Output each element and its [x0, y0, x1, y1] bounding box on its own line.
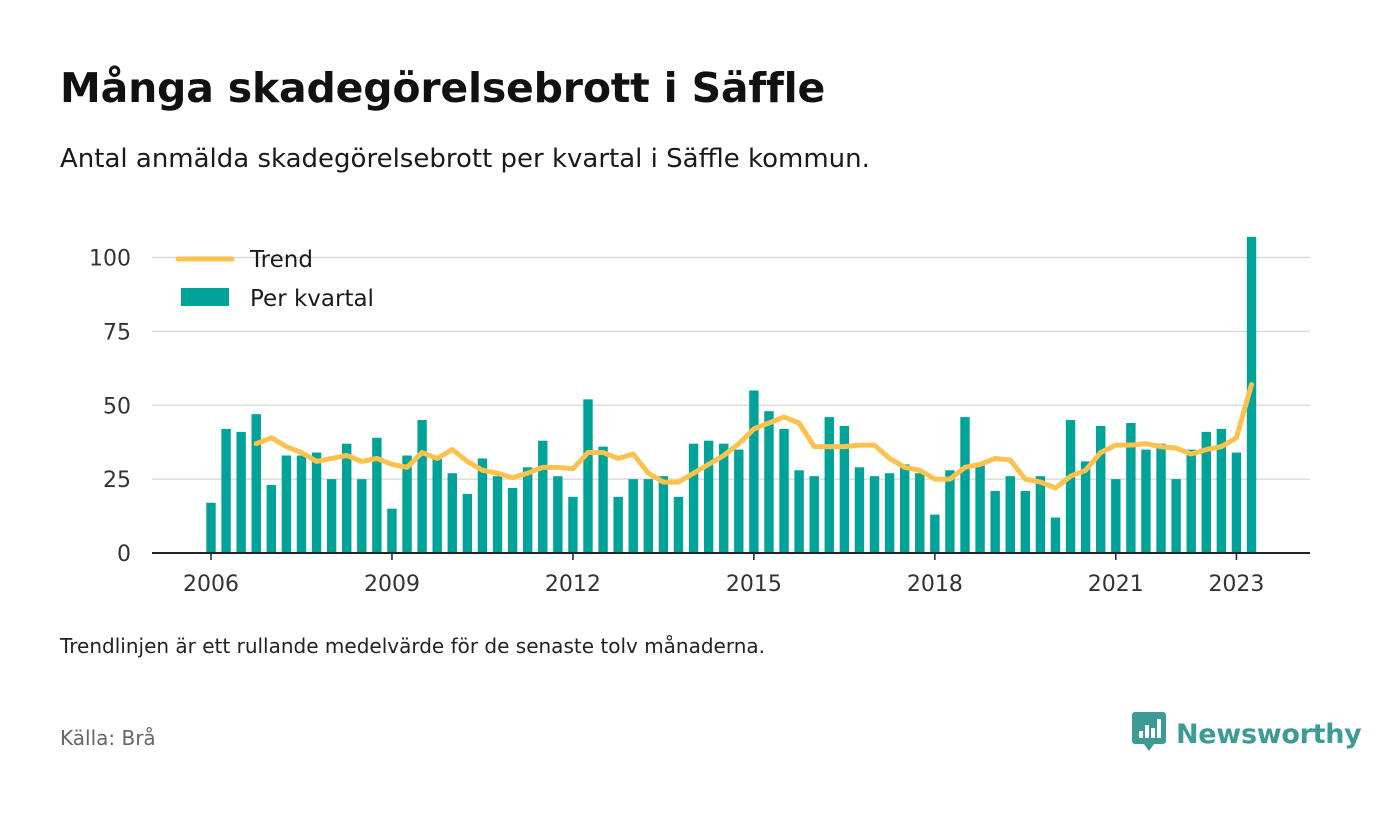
bar	[236, 431, 246, 553]
bar	[1096, 425, 1106, 553]
bar	[311, 452, 322, 553]
bar	[251, 414, 261, 553]
bar	[990, 490, 1000, 553]
chart-subtitle: Antal anmälda skadegörelsebrott per kvar…	[60, 144, 870, 174]
bar	[598, 446, 608, 553]
bar	[688, 443, 699, 553]
bar	[402, 455, 412, 553]
x-tick-label: 2015	[726, 572, 782, 597]
bar	[975, 464, 985, 553]
bar	[703, 440, 714, 553]
x-tick-label: 2018	[907, 572, 963, 597]
bar	[839, 425, 850, 553]
newsworthy-wordmark: Newsworthy	[1176, 718, 1362, 750]
bar	[809, 476, 819, 553]
bar	[945, 470, 955, 553]
bar	[930, 514, 940, 553]
bar	[296, 455, 307, 553]
x-axis-ticks: 2006 2009 2012 2015 2018 2021 2023	[183, 553, 1264, 597]
bar	[357, 479, 367, 553]
bar	[673, 496, 684, 553]
bar	[372, 437, 382, 553]
bar	[281, 455, 292, 553]
bar	[899, 464, 910, 553]
trend-line	[253, 382, 1255, 491]
bar	[462, 493, 473, 553]
bar	[522, 467, 533, 553]
bar	[1020, 490, 1031, 553]
bar	[854, 467, 865, 553]
bar	[342, 443, 352, 553]
bar	[1005, 476, 1015, 553]
y-axis-ticks: 0 25 50 75 100	[89, 247, 131, 567]
bar	[1171, 479, 1181, 553]
bar	[492, 476, 503, 553]
bar	[447, 473, 457, 553]
bar	[1186, 449, 1196, 553]
bar	[764, 411, 774, 553]
bar	[432, 458, 442, 553]
bar	[749, 390, 759, 553]
bar	[1065, 420, 1076, 553]
newsworthy-logo-icon	[1132, 712, 1166, 756]
bar	[1246, 236, 1257, 554]
bar	[206, 502, 216, 553]
bar	[613, 496, 623, 553]
y-tick-label: 25	[103, 468, 131, 493]
x-tick-label: 2012	[545, 572, 601, 597]
legend-trend-label: Trend	[249, 247, 313, 273]
bar	[1231, 452, 1242, 553]
newsworthy-logo: Newsworthy	[1132, 712, 1362, 756]
bar	[824, 417, 834, 553]
bar	[719, 443, 729, 553]
bar	[869, 476, 880, 553]
bar	[658, 476, 669, 553]
bar	[734, 449, 744, 553]
chart-title: Många skadegörelsebrott i Säffle	[60, 64, 826, 112]
bar	[1050, 517, 1061, 553]
bar	[915, 473, 925, 553]
bars-per-kvartal	[206, 236, 1257, 554]
legend: Trend Per kvartal	[175, 247, 374, 312]
bar	[1216, 428, 1227, 553]
bar	[1111, 479, 1121, 553]
bar	[326, 479, 337, 553]
legend-bar-swatch	[181, 288, 229, 306]
bar	[1201, 431, 1211, 553]
legend-bar-label: Per kvartal	[250, 286, 374, 312]
bar	[960, 417, 970, 553]
y-tick-label: 75	[103, 320, 131, 345]
bar	[266, 485, 277, 553]
bar	[1080, 461, 1091, 553]
x-tick-label: 2021	[1088, 572, 1144, 597]
bar	[884, 473, 895, 553]
bar	[417, 420, 427, 553]
bar	[553, 476, 563, 553]
bar	[779, 428, 789, 553]
bar	[477, 458, 488, 553]
x-tick-label: 2023	[1208, 572, 1264, 597]
x-tick-label: 2009	[364, 572, 420, 597]
bar	[794, 470, 804, 553]
y-tick-label: 100	[89, 247, 131, 272]
bar	[568, 496, 578, 553]
bar	[628, 479, 638, 553]
gridlines	[152, 256, 1310, 480]
bar	[1141, 449, 1151, 553]
bar	[583, 399, 593, 553]
source-label: Källa: Brå	[60, 726, 156, 750]
bar	[643, 479, 654, 553]
x-tick-label: 2006	[183, 572, 239, 597]
footnote: Trendlinjen är ett rullande medelvärde f…	[60, 634, 766, 658]
bar	[1126, 423, 1136, 553]
bar	[221, 428, 231, 553]
bar	[507, 488, 518, 553]
bar	[538, 440, 548, 553]
y-tick-label: 0	[117, 542, 131, 567]
bar	[387, 508, 397, 553]
bar	[1156, 443, 1166, 553]
bar	[1035, 476, 1046, 553]
y-tick-label: 50	[103, 394, 131, 419]
